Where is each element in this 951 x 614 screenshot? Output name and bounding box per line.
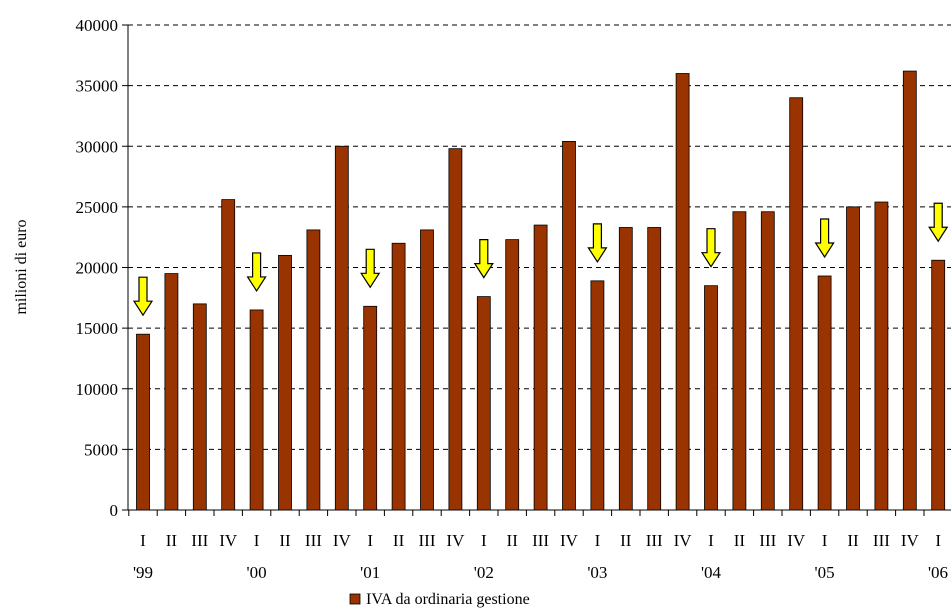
x-tick-label: I [367,531,373,550]
year-label: '01 [360,563,380,582]
bar [902,70,917,511]
x-tick-labels: I II III IV I II III IV I II III IV I II III IV I II III IV… [140,531,941,550]
down-arrow-icon [700,228,722,268]
bar [505,239,520,511]
bar [221,199,236,511]
x-tick-label: II [620,531,632,550]
y-tick-label: 40000 [76,16,119,35]
annotation-arrows [132,202,949,317]
x-tick-label: II [507,531,519,550]
year-label: '02 [474,563,494,582]
x-tick-label: III [191,531,208,550]
x-tick-label: II [847,531,859,550]
bar [363,305,378,511]
bar [647,227,662,511]
bar [448,148,463,511]
x-tick-label: IV [446,531,465,550]
legend-label: IVA da ordinaria gestione [366,591,530,608]
bar [931,259,946,511]
x-tick-label: IV [901,531,920,550]
x-tick-label: I [708,531,714,550]
x-tick-label: II [734,531,746,550]
bar [675,73,690,511]
bar [278,254,292,511]
down-arrow-icon [587,223,608,263]
year-label: '03 [587,563,607,582]
down-arrow-icon [928,202,949,243]
y-tick-label: 35000 [76,77,119,96]
x-tick-label: IV [674,531,693,550]
legend-swatch [349,593,361,605]
x-tick-label: I [822,531,828,550]
x-tick-label: III [873,531,890,550]
bar [760,211,775,511]
bar [874,201,889,511]
bar [789,97,804,511]
year-label: '99 [133,563,153,582]
bar [249,309,264,511]
x-tick-label: II [279,531,291,550]
year-label: '06 [928,563,948,582]
bar [164,273,179,511]
y-axis-label: milioni di euro [13,219,30,314]
bars [136,70,946,511]
bar [334,145,349,511]
bar [533,224,548,511]
bar [562,140,576,511]
down-arrow-icon [360,248,381,289]
bar [618,227,633,511]
legend: IVA da ordinaria gestione [349,591,530,608]
year-label: '05 [815,563,835,582]
x-tick-label: I [935,531,941,550]
x-tick-label: III [646,531,663,550]
x-tick-label: II [393,531,405,550]
down-arrow-icon [132,276,154,317]
y-tick-label: 15000 [76,319,119,338]
down-arrow-icon [814,218,835,259]
y-tick-label: 30000 [76,137,119,156]
x-tick-label: II [166,531,178,550]
y-tick-label: 10000 [76,380,119,399]
down-arrow-icon [246,252,267,293]
down-arrow-icon [473,239,494,279]
x-tick-label: III [419,531,436,550]
y-tick-label: 0 [110,501,119,520]
x-tick-label: IV [560,531,579,550]
x-tick-label: III [759,531,776,550]
bar [732,211,747,511]
bar [476,296,491,511]
y-tick-label: 25000 [76,198,119,217]
year-label: '04 [701,563,722,582]
x-tick-label: I [595,531,601,550]
bar [846,206,860,511]
x-tick-label: III [532,531,549,550]
bar [817,275,832,511]
bar [590,280,605,511]
bar [391,242,406,511]
y-tick-label: 5000 [84,440,118,459]
x-tick-label: I [481,531,487,550]
x-tick-label: I [254,531,260,550]
x-tick-label: III [305,531,322,550]
y-tick-labels: 0 5000 10000 15000 20000 25000 30000 35000 40000 [76,16,119,520]
year-labels: '99 '00 '01 '02 '03 '04 '05 '06 [133,563,948,582]
bar [306,229,321,511]
x-tick-label: I [140,531,146,550]
x-tick-label: IV [333,531,352,550]
y-tick-label: 20000 [76,259,119,278]
bar [420,229,434,511]
grid-lines [128,24,951,450]
bar [192,303,207,511]
x-tick-label: IV [219,531,238,550]
year-label: '00 [247,563,267,582]
x-tick-label: IV [787,531,806,550]
bar [704,285,718,511]
bar [136,333,150,511]
